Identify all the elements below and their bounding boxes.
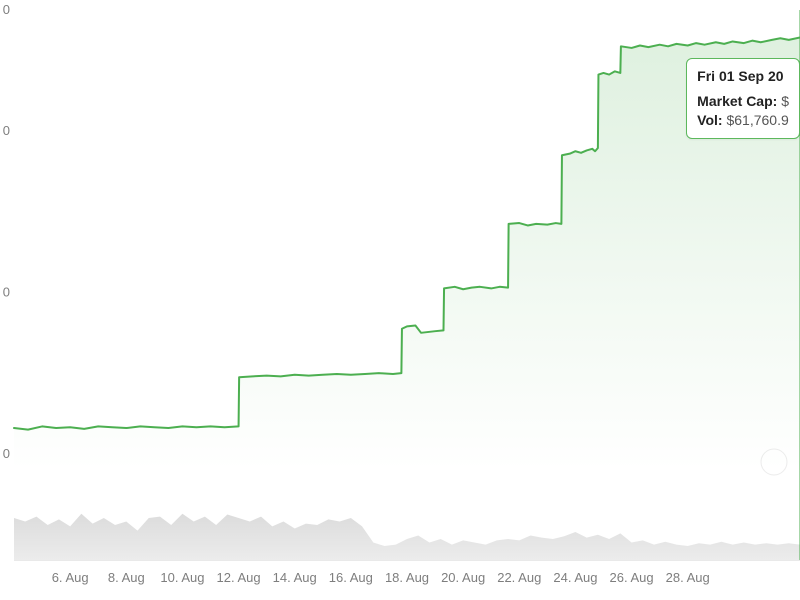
- x-axis-tick-label: 16. Aug: [329, 570, 373, 585]
- tooltip-label: Vol:: [697, 112, 722, 128]
- x-axis-tick-label: 24. Aug: [553, 570, 597, 585]
- tooltip-date: Fri 01 Sep 20: [697, 67, 789, 86]
- scroll-hint-icon: [761, 449, 787, 475]
- x-axis-tick-label: 14. Aug: [273, 570, 317, 585]
- volume-area: [14, 514, 800, 560]
- x-axis-tick-label: 12. Aug: [217, 570, 261, 585]
- x-axis-tick-label: 6. Aug: [52, 570, 89, 585]
- price-chart[interactable]: 0 0 0 0 6. Aug 8. Aug 10. Aug 12. Aug 14. Aug 16.…: [0, 0, 800, 600]
- hover-tooltip: Fri 01 Sep 20 Market Cap: $ Vol: $61,760…: [686, 58, 800, 139]
- y-axis-tick-label: 0: [3, 123, 10, 138]
- y-axis-tick-label: 0: [3, 446, 10, 461]
- x-axis-tick-label: 22. Aug: [497, 570, 541, 585]
- price-area: [14, 37, 800, 470]
- tooltip-row-marketcap: Market Cap: $: [697, 92, 789, 111]
- tooltip-value: $61,760.9: [726, 112, 788, 128]
- y-axis-tick-label: 0: [3, 2, 10, 17]
- x-axis-tick-label: 10. Aug: [160, 570, 204, 585]
- tooltip-row-volume: Vol: $61,760.9: [697, 111, 789, 130]
- x-axis-tick-label: 26. Aug: [610, 570, 654, 585]
- tooltip-label: Market Cap:: [697, 93, 777, 109]
- x-axis-tick-label: 20. Aug: [441, 570, 485, 585]
- y-axis-tick-label: 0: [3, 284, 10, 299]
- x-axis-tick-label: 8. Aug: [108, 570, 145, 585]
- tooltip-value: $: [781, 93, 789, 109]
- chart-svg: 0 0 0 0 6. Aug 8. Aug 10. Aug 12. Aug 14. Aug 16.…: [0, 0, 800, 600]
- x-axis-tick-label: 18. Aug: [385, 570, 429, 585]
- x-axis-tick-label: 28. Aug: [666, 570, 710, 585]
